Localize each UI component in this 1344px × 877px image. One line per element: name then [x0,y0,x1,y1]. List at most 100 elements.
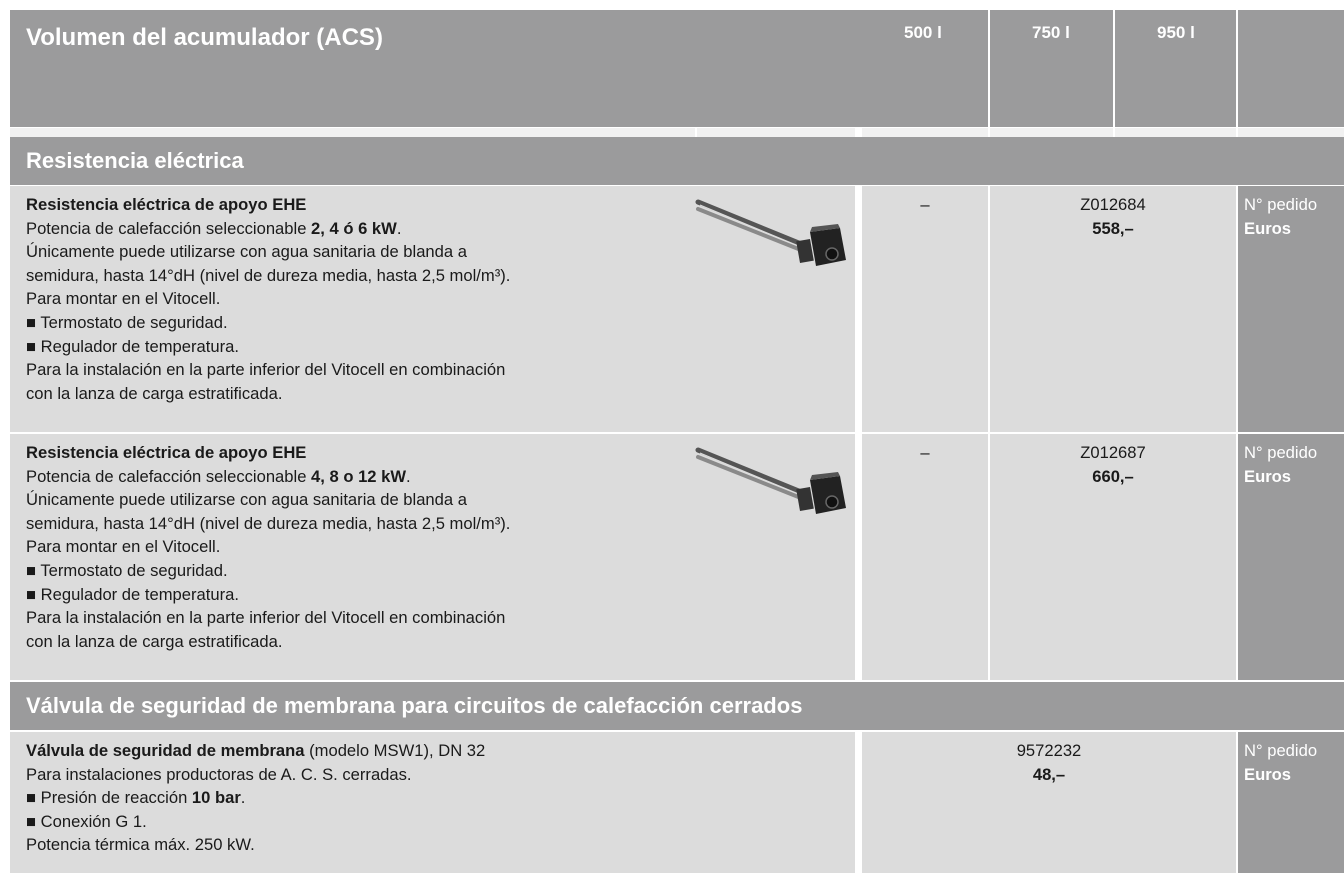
description-line: con la lanza de carga estratificada. [26,630,855,654]
text-run: Potencia térmica máx. 250 kW. [26,835,255,855]
product-image [695,447,846,514]
text-run: (modelo MSW1), DN 32 [304,741,486,760]
dash: – [920,195,930,214]
order-number: 9572232 [1016,741,1082,760]
order-number: Z012684 [1080,195,1146,214]
text-run: ■ Conexión G 1. [26,811,147,831]
text-run: . [240,788,246,808]
strip [990,128,1113,137]
text-run: Válvula de seguridad de membrana [26,741,305,760]
dash: – [920,443,930,462]
product-image [695,199,846,266]
text-run: Potencia de calefacción seleccionable [26,218,312,238]
text-run: Únicamente puede utilizarse con agua san… [26,242,467,262]
description-line: ■ Regulador de temperatura. [26,583,855,607]
text-run: Para montar en el Vitocell. [26,537,221,557]
header-column: 750 l [990,10,1113,127]
label-cell: N° pedido Euros [1238,732,1344,873]
text-run: ■ Termostato de seguridad. [26,312,228,332]
description-line: ■ Presión de reacción 10 bar. [26,786,855,810]
price: 48,– [1032,764,1066,784]
label-cell: N° pedido Euros [1238,186,1344,432]
column-label: 750 l [1032,23,1070,42]
text-run: ■ Termostato de seguridad. [26,560,228,580]
text-run: . [406,466,411,486]
header-label-col [1238,10,1344,127]
text-run: semidura, hasta 14°dH (nivel de dureza m… [26,513,511,533]
description: Resistencia eléctrica de apoyo EHE Potenc… [10,434,855,680]
label-cell: N° pedido Euros [1238,434,1344,680]
description-line: Para la instalación en la parte inferior… [26,606,855,630]
text-run: ■ Regulador de temperatura. [26,584,239,604]
description-line: ■ Regulador de temperatura. [26,335,855,359]
description-line: semidura, hasta 14°dH (nivel de dureza m… [26,264,855,288]
text-run: Para la instalación en la parte inferior… [26,608,506,628]
price-label: Euros [1244,218,1292,238]
header-title-cell: Volumen del acumulador (ACS) [10,10,860,127]
text-run: 4, 8 o 12 kW [311,466,407,486]
description-line: con la lanza de carga estratificada. [26,382,855,406]
description-line: Para montar en el Vitocell. [26,535,855,559]
description-line: Potencia térmica máx. 250 kW. [26,833,855,857]
column-label: 950 l [1157,23,1195,42]
description-line: ■ Termostato de seguridad. [26,559,855,583]
price-cell: 9572232 48,– [862,732,1236,873]
price-cell: – [862,434,988,680]
description-line: semidura, hasta 14°dH (nivel de dureza m… [26,512,855,536]
text-run: Para instalaciones productoras de A. C. … [26,764,412,784]
text-run: ■ Regulador de temperatura. [26,336,239,356]
text-run: Potencia de calefacción seleccionable [26,466,312,486]
text-run: semidura, hasta 14°dH (nivel de dureza m… [26,265,511,285]
header-gap [855,10,862,127]
heater [695,199,846,266]
text-run: con la lanza de carga estratificada. [26,383,283,403]
description: Resistencia eléctrica de apoyo EHE Potenc… [10,186,855,432]
description-line: ■ Conexión G 1. [26,810,855,834]
strip [10,128,695,137]
text-run: 10 bar [191,788,241,808]
price-cell: Z012684 558,– [990,186,1236,432]
description-line: Potencia de calefacción seleccionable 4,… [26,465,855,489]
strip [1238,128,1344,137]
price-cell: Z012687 660,– [990,434,1236,680]
price-label: Euros [1244,466,1292,486]
price: 660,– [1092,466,1134,486]
column-label: 500 l [904,23,942,42]
header-title: Volumen del acumulador (ACS) [26,24,383,51]
description-line: Únicamente puede utilizarse con agua san… [26,488,855,512]
strip [1115,128,1236,137]
text-run: . [396,218,402,238]
order-number: Z012687 [1080,443,1146,462]
text-run: ■ Presión de reacción [26,788,192,808]
price-label: Euros [1244,764,1292,784]
header-column: 500 l [862,10,988,127]
description-line: Únicamente puede utilizarse con agua san… [26,240,855,264]
order-label: N° pedido [1244,741,1318,760]
text-run: con la lanza de carga estratificada. [26,631,283,651]
description-line: Para la instalación en la parte inferior… [26,358,855,382]
cell-gap [855,186,862,432]
price: 558,– [1092,218,1134,238]
description-line: Potencia de calefacción seleccionable 2,… [26,217,855,241]
strip [697,128,855,137]
text-run: Únicamente puede utilizarse con agua san… [26,490,467,510]
description-line: Resistencia eléctrica de apoyo EHE [26,441,855,465]
price-cell: – [862,186,988,432]
section-title: Resistencia eléctrica [26,148,244,173]
heater [695,447,846,514]
text-run: Resistencia eléctrica de apoyo EHE [26,195,307,214]
section-title: Válvula de seguridad de membrana para ci… [26,693,803,718]
order-label: N° pedido [1244,443,1318,462]
cell-gap [855,732,862,873]
cell-gap [855,434,862,680]
text-run: Para montar en el Vitocell. [26,289,221,309]
text-run: Para la instalación en la parte inferior… [26,360,506,380]
description-line: Resistencia eléctrica de apoyo EHE [26,193,855,217]
section-header: Resistencia eléctrica [10,137,1344,185]
description-line: Para montar en el Vitocell. [26,287,855,311]
description: Válvula de seguridad de membrana (modelo… [10,732,855,873]
text-run: 2, 4 ó 6 kW [311,218,397,238]
strip [862,128,988,137]
text-run: Resistencia eléctrica de apoyo EHE [26,443,307,462]
